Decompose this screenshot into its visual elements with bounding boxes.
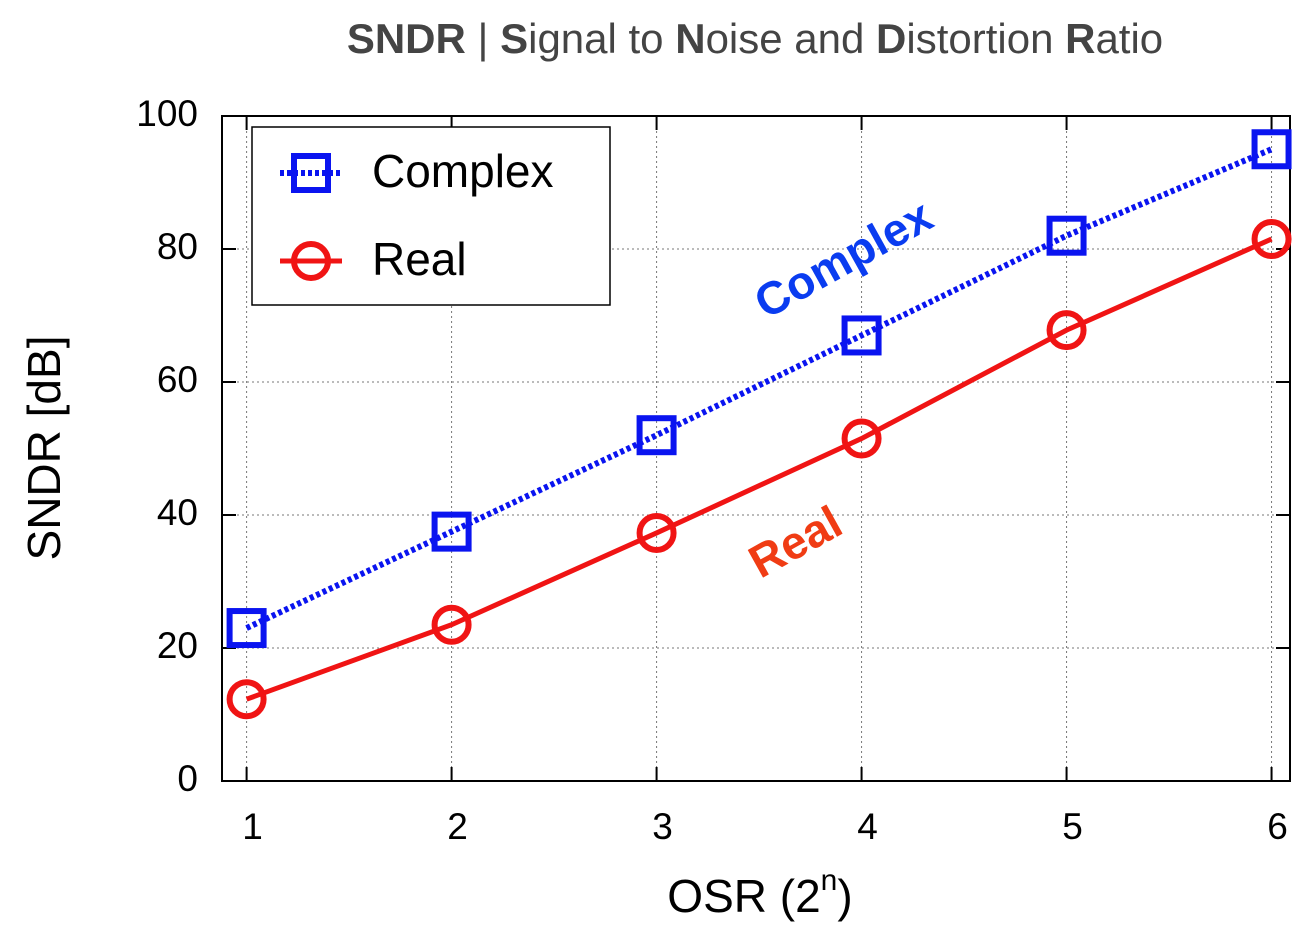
title-part: R (1065, 15, 1095, 62)
title-part: ignal to (528, 15, 675, 62)
title-part: S (500, 15, 528, 62)
title-part: oise and (706, 15, 876, 62)
marker (431, 604, 472, 645)
legend-marker (291, 241, 331, 281)
x-label-part: ) (837, 870, 852, 922)
plot-frame (221, 115, 1291, 782)
x-tick-label: 3 (652, 806, 673, 847)
title-part: istortion (906, 15, 1065, 62)
x-tick-label: 1 (242, 806, 263, 847)
series-line (245, 146, 1273, 631)
x-tick-label: 5 (1062, 806, 1083, 847)
y-tick-label: 100 (136, 93, 198, 134)
y-tick-label: 20 (157, 625, 198, 666)
legend-label: Complex (372, 145, 554, 197)
marker (1046, 310, 1087, 351)
annotation: Complex (746, 189, 941, 329)
y-tick-label: 80 (157, 226, 198, 267)
marker (841, 315, 882, 356)
legend-label: Real (372, 233, 467, 285)
title-part: N (675, 15, 705, 62)
marker (841, 418, 882, 459)
x-tick-label: 6 (1267, 806, 1288, 847)
annotation: Real (740, 495, 850, 588)
marker (1251, 219, 1292, 260)
x-tick-label: 4 (857, 806, 878, 847)
marker (636, 415, 677, 456)
y-tick-label: 40 (157, 492, 198, 533)
x-axis-label: OSR (2n) (667, 864, 852, 922)
marker (431, 511, 472, 552)
y-tick-label: 60 (157, 359, 198, 400)
marker (226, 679, 267, 720)
title-part: D (876, 15, 906, 62)
x-label-part: OSR (2 (667, 870, 820, 922)
marker (226, 608, 267, 649)
series-line (245, 236, 1273, 702)
marker (1251, 129, 1292, 170)
title-part: | (466, 15, 500, 62)
chart-title: SNDR | Signal to Noise and Distortion Ra… (347, 15, 1163, 62)
y-tick-label: 0 (177, 758, 198, 799)
x-tick-label: 2 (447, 806, 468, 847)
marker (636, 512, 677, 553)
x-label-part: n (821, 864, 838, 897)
marker (1046, 215, 1087, 256)
title-part: SNDR (347, 15, 466, 62)
y-axis-label: SNDR [dB] (18, 336, 70, 561)
title-part: atio (1095, 15, 1163, 62)
legend-marker (291, 153, 331, 193)
